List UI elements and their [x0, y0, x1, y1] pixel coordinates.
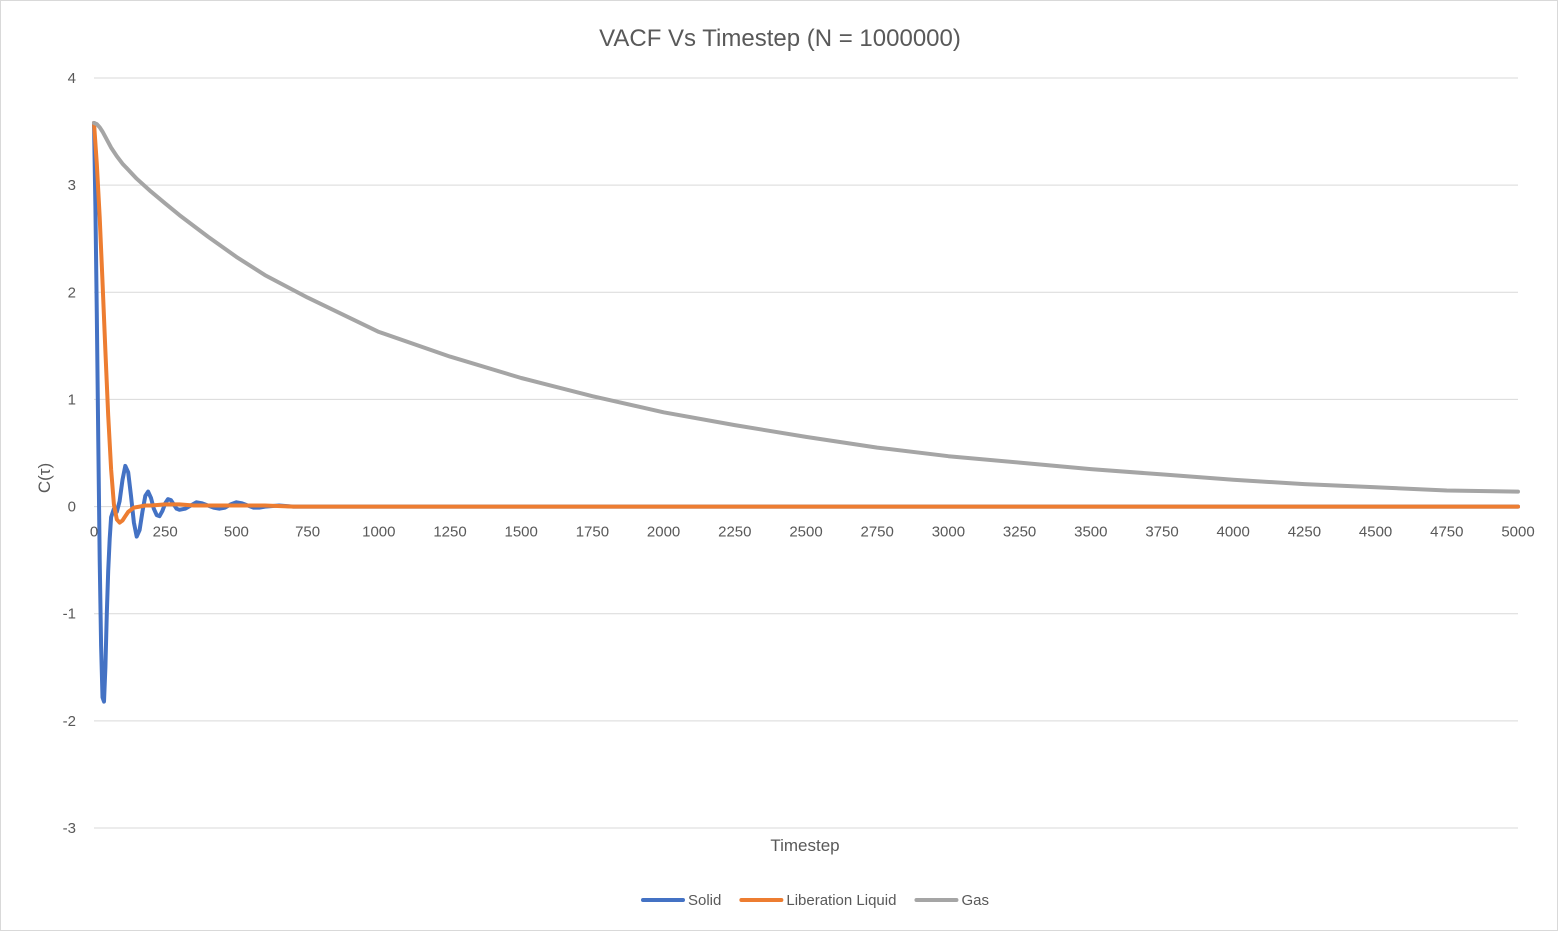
series-lines — [92, 121, 1520, 704]
y-tick-label: 0 — [68, 499, 76, 516]
x-tick-label: 3500 — [1074, 524, 1107, 541]
x-tick-label: 2750 — [861, 524, 894, 541]
x-tick-label: 3000 — [932, 524, 965, 541]
x-axis-label: Timestep — [770, 836, 839, 855]
y-tick-label: -1 — [63, 606, 76, 623]
x-tick-label: 2000 — [647, 524, 680, 541]
x-tick-label: 4250 — [1288, 524, 1321, 541]
y-tick-label: 1 — [68, 391, 76, 408]
x-tick-label: 3250 — [1003, 524, 1036, 541]
x-tick-label: 1250 — [433, 524, 466, 541]
x-tick-label: 1500 — [505, 524, 538, 541]
x-tick-label: 500 — [224, 524, 249, 541]
series-line-liberation liquid — [92, 121, 1520, 525]
y-tick-label: -3 — [63, 820, 76, 837]
x-tick-label: 0 — [90, 524, 98, 541]
x-tick-labels: 0 250 500 750 1000 1250 1500 1750 2000 2250 2500 27… — [90, 524, 1535, 541]
series-line-gas — [92, 121, 1520, 494]
chart-title: VACF Vs Timestep (N = 1000000) — [599, 25, 961, 52]
y-axis-label: C(τ) — [35, 463, 54, 493]
x-tick-label: 1000 — [362, 524, 395, 541]
y-tick-labels: -3 -2 -1 0 1 2 3 4 — [63, 70, 76, 837]
legend-label-gas: Gas — [961, 892, 989, 909]
x-tick-label: 1750 — [576, 524, 609, 541]
x-tick-label: 4750 — [1430, 524, 1463, 541]
x-tick-label: 4000 — [1217, 524, 1250, 541]
series-line-solid — [92, 121, 1520, 704]
legend: Solid Liberation Liquid Gas — [641, 892, 989, 909]
x-tick-label: 4500 — [1359, 524, 1392, 541]
x-tick-label: 5000 — [1501, 524, 1534, 541]
legend-label-solid: Solid — [688, 892, 721, 909]
y-tick-label: 3 — [68, 177, 76, 194]
x-tick-label: 750 — [295, 524, 320, 541]
x-tick-label: 3750 — [1145, 524, 1178, 541]
y-tick-label: 2 — [68, 284, 76, 301]
legend-label-liberation liquid: Liberation Liquid — [786, 892, 896, 909]
y-tick-label: 4 — [68, 70, 76, 87]
x-tick-label: 2250 — [718, 524, 751, 541]
x-tick-label: 2500 — [789, 524, 822, 541]
gridlines — [94, 77, 1518, 829]
y-tick-label: -2 — [63, 713, 76, 730]
x-tick-label: 250 — [153, 524, 178, 541]
